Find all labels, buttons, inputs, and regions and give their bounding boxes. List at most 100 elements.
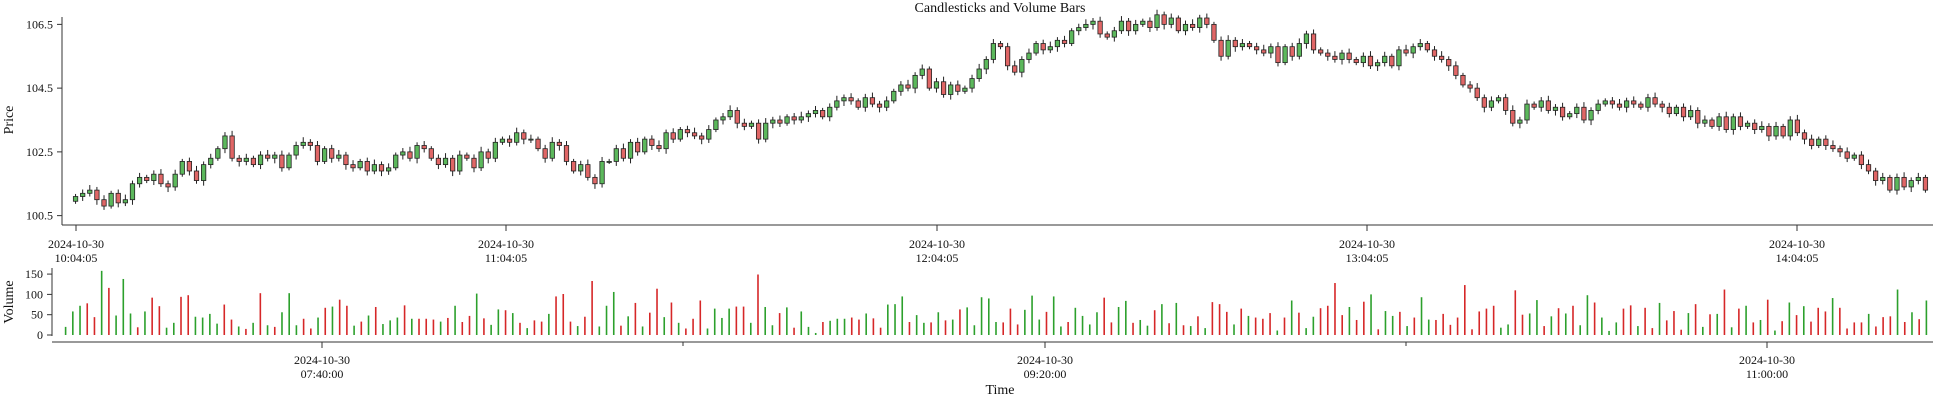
candle <box>1602 98 1608 107</box>
candle <box>1744 120 1751 129</box>
price-x-tick-date: 2024-10-30 <box>1339 237 1395 251</box>
candle <box>471 154 477 173</box>
candle <box>1083 19 1089 31</box>
volume-x-tick-time: 07:40:00 <box>301 367 344 381</box>
candle <box>1616 98 1623 111</box>
candle <box>151 170 157 186</box>
candle <box>990 39 996 64</box>
candle <box>606 158 612 164</box>
candle <box>1111 26 1117 42</box>
candle <box>1061 35 1068 48</box>
candle <box>179 158 185 177</box>
candle <box>1659 100 1665 113</box>
price-y-ticks: 100.5 102.5 104.5 106.5 <box>26 17 62 223</box>
candle <box>1310 29 1317 54</box>
volume-axis-label: Volume <box>2 280 17 323</box>
candle <box>314 141 321 166</box>
candle <box>649 135 655 150</box>
candle <box>407 146 413 162</box>
candle <box>1908 177 1914 193</box>
candle <box>535 136 541 152</box>
candle <box>1069 28 1075 47</box>
candle <box>115 189 121 208</box>
candle <box>421 141 427 153</box>
candle <box>279 150 285 172</box>
candle <box>784 114 790 126</box>
candle <box>72 193 79 204</box>
candle <box>87 185 93 197</box>
candle <box>570 158 577 174</box>
volume-bars <box>64 270 1928 335</box>
candle <box>300 137 306 149</box>
candle <box>1567 111 1573 120</box>
price-y-tick-label: 102.5 <box>26 145 53 159</box>
candle <box>1652 92 1658 108</box>
candle <box>706 125 712 143</box>
price-y-tick-label: 104.5 <box>26 81 53 95</box>
candle <box>620 143 627 162</box>
candle <box>1040 39 1046 55</box>
x-axis-label: Time <box>985 383 1014 398</box>
candle <box>1168 13 1174 29</box>
candle <box>834 95 840 111</box>
candle <box>136 172 143 188</box>
candle <box>1396 46 1402 71</box>
candle <box>1922 174 1929 193</box>
candle <box>1346 48 1352 64</box>
candle <box>265 149 271 162</box>
candle <box>1524 99 1530 124</box>
candle <box>1303 30 1310 49</box>
candle <box>1204 13 1210 29</box>
candle <box>186 157 193 176</box>
candle <box>891 88 897 104</box>
candle <box>905 79 911 92</box>
candle <box>464 152 470 161</box>
candle <box>257 151 264 170</box>
volume-x-ticks: 2024-10-3007:40:002024-10-3009:20:002024… <box>294 342 1795 381</box>
candle <box>1538 97 1544 112</box>
candle <box>321 146 328 164</box>
candle <box>1688 105 1694 120</box>
candle <box>1531 101 1537 110</box>
candle <box>1125 18 1132 36</box>
candle <box>1645 93 1651 112</box>
candle <box>1595 99 1601 115</box>
candle <box>962 85 968 94</box>
candle <box>734 107 740 129</box>
chart-title: Candlesticks and Volume Bars <box>915 1 1086 16</box>
candle <box>201 161 207 186</box>
candle <box>1631 96 1637 108</box>
candle <box>969 74 975 93</box>
candle <box>1019 56 1025 78</box>
price-x-tick-time: 13:04:05 <box>1346 251 1389 265</box>
candle <box>286 152 292 171</box>
candle <box>1225 35 1231 60</box>
candle <box>1759 121 1765 133</box>
candle <box>848 93 854 105</box>
candle <box>1830 140 1836 152</box>
candle <box>1367 51 1374 69</box>
candle <box>1360 52 1366 68</box>
candle <box>976 63 982 82</box>
candle <box>578 160 584 176</box>
candle <box>1794 114 1800 136</box>
volume-x-tick-date: 2024-10-30 <box>1017 353 1073 367</box>
candle <box>1581 102 1587 124</box>
candle <box>1417 39 1423 51</box>
candle <box>635 137 641 156</box>
candle <box>1453 61 1459 80</box>
candle <box>1680 103 1687 122</box>
candle <box>642 136 648 155</box>
candle <box>1374 59 1381 71</box>
candle <box>1090 18 1096 30</box>
candle <box>1446 56 1452 71</box>
candle <box>1424 40 1431 53</box>
candle <box>208 153 214 169</box>
candle <box>699 132 705 145</box>
candle <box>1752 119 1758 135</box>
candle <box>357 158 363 171</box>
candle <box>763 118 769 143</box>
candle <box>1858 151 1865 170</box>
